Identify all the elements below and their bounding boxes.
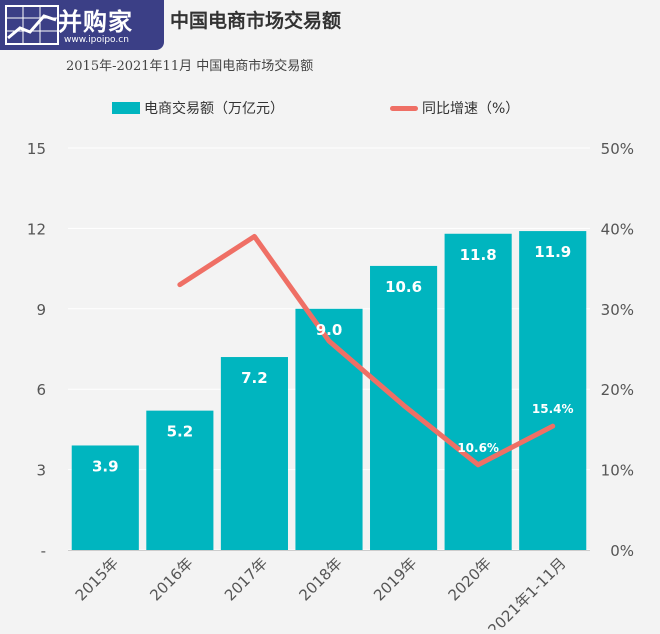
y-right-tick-label: 20% (601, 381, 634, 399)
bar-value-label: 11.8 (460, 246, 497, 264)
y-right-tick-label: 40% (601, 220, 634, 238)
bar-value-label: 7.2 (241, 369, 268, 387)
y-left-tick-label: - (41, 542, 46, 560)
legend-item-line: 同比增速（%） (390, 98, 519, 118)
bar-value-label: 5.2 (167, 423, 194, 441)
x-category-label: 2017年 (221, 554, 271, 604)
logo-text: 并购家 (58, 2, 133, 37)
bar-value-label: 11.9 (534, 243, 571, 261)
y-right-tick-label: 30% (601, 301, 634, 319)
y-right-tick-label: 0% (610, 542, 634, 560)
bar-value-label: 3.9 (92, 457, 119, 475)
legend-swatch-line (390, 106, 418, 111)
x-category-label: 2019年 (370, 554, 420, 604)
bar-value-label: 9.0 (316, 321, 343, 339)
x-category-label: 2016年 (146, 554, 196, 604)
logo-chart-icon (4, 4, 64, 48)
line-value-label: 10.6% (457, 441, 499, 455)
logo: 并购家 www.ipoipo.cn (0, 0, 164, 50)
y-left-tick-label: 6 (36, 381, 46, 399)
x-category-label: 2020年 (445, 554, 495, 604)
chart-subtitle: 2015年-2021年11月 中国电商市场交易额 (66, 55, 313, 74)
bar (445, 234, 512, 550)
y-left-tick-label: 9 (36, 301, 46, 319)
y-right-tick-label: 10% (601, 462, 634, 480)
y-left-tick-label: 12 (27, 220, 46, 238)
x-category-label: 2015年 (72, 554, 122, 604)
bar (295, 309, 362, 550)
legend-label-line: 同比增速（%） (422, 98, 519, 118)
y-left-tick-label: 15 (27, 140, 46, 158)
y-right-tick-label: 50% (601, 140, 634, 158)
bar-value-label: 10.6 (385, 278, 422, 296)
x-category-label: 2021年1-11月 (485, 554, 570, 630)
legend-item-bar: 电商交易额（万亿元） (112, 98, 284, 118)
chart-title: 中国电商市场交易额 (170, 6, 341, 33)
bar (519, 231, 586, 550)
line-value-label: 15.4% (532, 402, 574, 416)
logo-url: www.ipoipo.cn (64, 35, 129, 45)
y-left-tick-label: 3 (36, 462, 46, 480)
legend-label-bar: 电商交易额（万亿元） (144, 98, 284, 118)
x-category-label: 2018年 (295, 554, 345, 604)
legend-swatch-bar (112, 102, 140, 114)
